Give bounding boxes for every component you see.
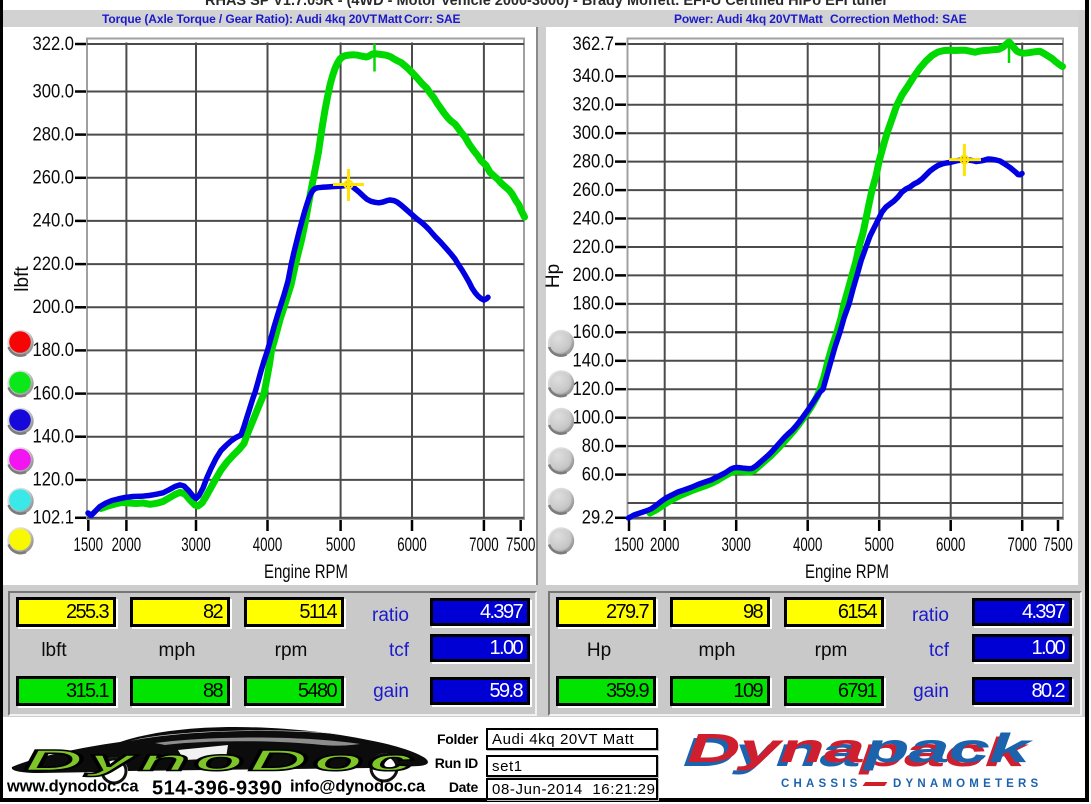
svg-text:220.0: 220.0 [573, 237, 615, 258]
svg-text:300.0: 300.0 [33, 81, 75, 102]
svg-text:160.0: 160.0 [33, 383, 75, 404]
svg-text:260.0: 260.0 [573, 180, 615, 201]
svg-text:160.0: 160.0 [573, 322, 615, 343]
svg-text:240.0: 240.0 [33, 211, 75, 232]
svg-text:3000: 3000 [181, 535, 211, 556]
svg-text:lbft: lbft [12, 266, 33, 292]
svg-text:280.0: 280.0 [33, 124, 75, 145]
svg-text:300.0: 300.0 [573, 123, 615, 144]
svg-text:29.2: 29.2 [582, 508, 614, 529]
svg-text:100.0: 100.0 [573, 408, 615, 429]
svg-text:60.0: 60.0 [582, 464, 614, 485]
svg-text:200.0: 200.0 [573, 265, 615, 286]
svg-text:4000: 4000 [793, 535, 823, 556]
svg-text:1500: 1500 [74, 535, 104, 556]
svg-text:140.0: 140.0 [573, 351, 615, 372]
svg-text:5000: 5000 [326, 535, 356, 556]
svg-text:6000: 6000 [936, 535, 966, 556]
svg-text:2000: 2000 [112, 535, 142, 556]
svg-text:180.0: 180.0 [33, 340, 75, 361]
svg-text:240.0: 240.0 [573, 208, 615, 229]
svg-text:2000: 2000 [650, 535, 680, 556]
svg-text:322.0: 322.0 [33, 34, 75, 55]
svg-text:7000: 7000 [469, 535, 499, 556]
svg-text:140.0: 140.0 [33, 427, 75, 448]
svg-text:Engine RPM: Engine RPM [264, 562, 348, 583]
svg-text:180.0: 180.0 [573, 294, 615, 315]
svg-text:4000: 4000 [253, 535, 283, 556]
svg-text:Engine RPM: Engine RPM [805, 562, 889, 583]
svg-text:200.0: 200.0 [33, 297, 75, 318]
svg-text:5000: 5000 [864, 535, 894, 556]
svg-text:340.0: 340.0 [573, 66, 615, 87]
svg-text:260.0: 260.0 [33, 168, 75, 189]
svg-text:362.7: 362.7 [573, 34, 615, 55]
svg-text:120.0: 120.0 [33, 470, 75, 491]
svg-text:320.0: 320.0 [573, 95, 615, 116]
svg-text:7500: 7500 [506, 535, 536, 556]
svg-text:102.1: 102.1 [33, 508, 75, 529]
svg-text:3000: 3000 [721, 535, 751, 556]
svg-text:Hp: Hp [543, 264, 564, 288]
svg-text:80.0: 80.0 [582, 436, 614, 457]
svg-text:6000: 6000 [397, 535, 427, 556]
svg-text:120.0: 120.0 [573, 379, 615, 400]
svg-text:220.0: 220.0 [33, 254, 75, 275]
svg-text:7000: 7000 [1007, 535, 1037, 556]
svg-text:7500: 7500 [1043, 535, 1073, 556]
svg-text:1500: 1500 [614, 535, 644, 556]
svg-text:280.0: 280.0 [573, 151, 615, 172]
